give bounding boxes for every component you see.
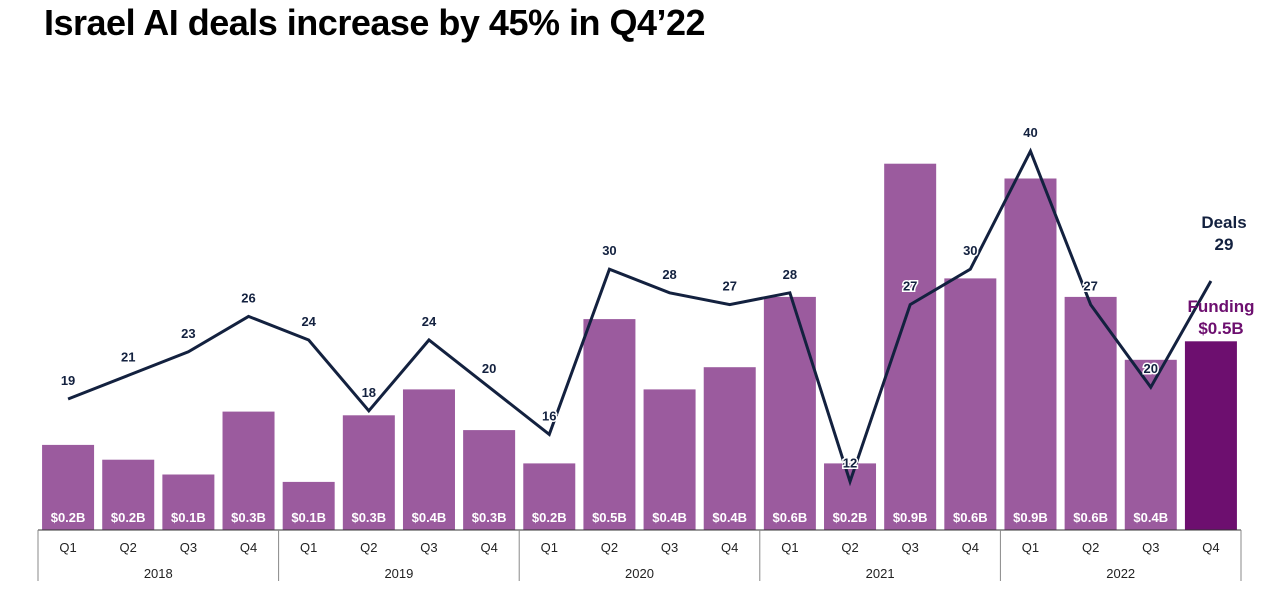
funding-bars — [42, 163, 1237, 530]
quarter-tick-label: Q4 — [480, 540, 497, 555]
quarter-tick-label: Q2 — [120, 540, 137, 555]
quarter-tick-label: Q3 — [420, 540, 437, 555]
funding-bar-label: $0.2B — [51, 510, 86, 525]
deals-data-labels: 19 21 23 26 24 18 24 20 16 30 28 27 28 12 27 30 40 27 20 — [59, 124, 1159, 472]
deals-data-label: 16 — [542, 408, 556, 423]
quarter-tick-label: Q4 — [240, 540, 257, 555]
funding-bar-label: $0.6B — [953, 510, 988, 525]
funding-bar-label: $0.4B — [712, 510, 747, 525]
deals-data-label: 28 — [783, 267, 797, 282]
year-label: 2021 — [866, 566, 895, 581]
deals-data-label: 28 — [662, 267, 676, 282]
deals-data-label: 23 — [181, 326, 195, 341]
funding-bar — [42, 444, 95, 530]
deals-data-label: 18 — [362, 385, 376, 400]
deals-data-label: 26 — [241, 290, 255, 305]
deals-data-label: 19 — [61, 373, 75, 388]
deals-data-label: 20 — [1144, 361, 1158, 376]
deals-data-label: 20 — [482, 361, 496, 376]
funding-bar-label: $0.4B — [1133, 510, 1168, 525]
funding-bar-label: $0.9B — [893, 510, 928, 525]
year-label: 2019 — [384, 566, 413, 581]
funding-bar — [763, 296, 816, 530]
funding-bar-label: $0.3B — [231, 510, 266, 525]
quarter-tick-label: Q2 — [360, 540, 377, 555]
funding-bar — [463, 430, 516, 530]
series-callouts: Deals 29 Funding $0.5B — [1187, 213, 1254, 338]
funding-bar — [342, 415, 395, 530]
funding-bar — [162, 474, 215, 530]
funding-callout-name: Funding — [1187, 297, 1254, 316]
deals-data-label: 30 — [602, 243, 616, 258]
quarter-tick-label: Q1 — [781, 540, 798, 555]
funding-bar — [824, 463, 877, 530]
funding-bar — [402, 389, 455, 530]
deals-data-label: 27 — [903, 279, 917, 294]
quarter-tick-label: Q1 — [300, 540, 317, 555]
funding-bar — [643, 389, 696, 530]
quarter-tick-label: Q3 — [902, 540, 919, 555]
quarter-tick-label: Q3 — [661, 540, 678, 555]
quarter-tick-label: Q1 — [59, 540, 76, 555]
deals-data-label: 24 — [422, 314, 437, 329]
funding-bar — [102, 459, 155, 530]
funding-bar-label: $0.4B — [412, 510, 447, 525]
deals-data-label: 24 — [301, 314, 316, 329]
funding-bar-label: $0.2B — [111, 510, 146, 525]
funding-bar — [1064, 296, 1117, 530]
funding-bar — [1004, 178, 1057, 530]
funding-bar — [222, 411, 275, 530]
quarter-tick-label: Q2 — [841, 540, 858, 555]
funding-bar-label: $0.6B — [773, 510, 808, 525]
year-label: 2022 — [1106, 566, 1135, 581]
funding-bar — [523, 463, 576, 530]
funding-callout-value: $0.5B — [1198, 319, 1243, 338]
year-label: 2018 — [144, 566, 173, 581]
funding-bar — [1184, 341, 1237, 530]
funding-bar — [282, 481, 335, 530]
funding-bar-labels: $0.2B $0.2B $0.1B $0.3B $0.1B $0.3B $0.4B $0.3B… — [51, 510, 1168, 525]
x-axis: 2018 2019 2020 2021 2022 Q1 Q2 Q3 Q4 Q1 Q2 Q3 Q4 Q1 Q2… — [37, 529, 1242, 581]
deals-data-label: 12 — [843, 456, 857, 471]
funding-bar-label: $0.1B — [291, 510, 326, 525]
funding-bar — [703, 367, 756, 530]
deals-data-label: 30 — [963, 243, 977, 258]
funding-bar-label: $0.2B — [833, 510, 868, 525]
quarter-tick-label: Q3 — [1142, 540, 1159, 555]
quarter-tick-label: Q4 — [962, 540, 979, 555]
funding-bar-label: $0.3B — [472, 510, 507, 525]
funding-bar-label: $0.9B — [1013, 510, 1048, 525]
funding-bar — [583, 319, 636, 530]
quarter-tick-label: Q2 — [1082, 540, 1099, 555]
deals-data-label: 40 — [1023, 125, 1037, 140]
funding-bar — [944, 278, 997, 530]
funding-bar-label: $0.3B — [351, 510, 386, 525]
funding-bar — [884, 163, 937, 530]
deals-callout-name: Deals — [1201, 213, 1246, 232]
funding-bar-label: $0.5B — [592, 510, 627, 525]
funding-bar-label: $0.4B — [652, 510, 687, 525]
quarter-tick-label: Q4 — [721, 540, 738, 555]
quarter-tick-label: Q1 — [1022, 540, 1039, 555]
quarter-tick-label: Q2 — [601, 540, 618, 555]
chart-title: Israel AI deals increase by 45% in Q4’22 — [44, 2, 706, 43]
deals-data-label: 27 — [1083, 279, 1097, 294]
quarter-tick-label: Q4 — [1202, 540, 1219, 555]
quarter-tick-label: Q3 — [180, 540, 197, 555]
funding-bar-label: $0.2B — [532, 510, 567, 525]
funding-bar-label: $0.1B — [171, 510, 206, 525]
year-label: 2020 — [625, 566, 654, 581]
deals-line-series — [67, 147, 1213, 487]
funding-bar-label: $0.6B — [1073, 510, 1108, 525]
deals-data-label: 21 — [121, 349, 135, 364]
deals-callout-value: 29 — [1215, 235, 1234, 254]
quarter-tick-label: Q1 — [541, 540, 558, 555]
deals-data-label: 27 — [722, 279, 736, 294]
deals-line — [67, 147, 1213, 487]
